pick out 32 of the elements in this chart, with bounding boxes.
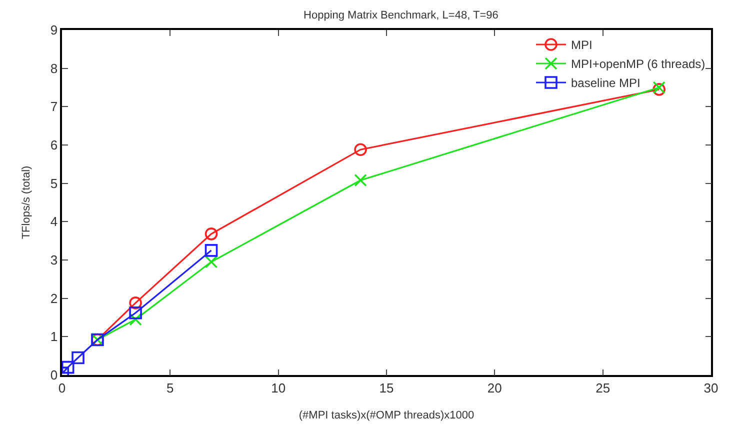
y-axis-title: TFlops/s (total) (20, 166, 32, 240)
point (204, 228, 218, 240)
x-tick-label: 15 (379, 380, 394, 396)
legend-label: baseline MPI (571, 76, 640, 90)
x-tick-label: 5 (166, 380, 174, 396)
point (72, 351, 84, 364)
y-tick-label: 9 (50, 22, 58, 38)
y-tick-label: 3 (50, 252, 58, 268)
x-tick-label: 10 (271, 380, 286, 396)
y-tick-label: 2 (50, 290, 58, 306)
point (354, 143, 367, 156)
x-tick-label: 20 (487, 380, 502, 396)
point (204, 256, 218, 268)
y-tick-label: 0 (50, 368, 58, 383)
y-tick-label: 4 (50, 214, 58, 230)
point (129, 296, 142, 310)
point (129, 306, 142, 320)
x-tick-label: 25 (596, 380, 610, 396)
x-tick-label: 30 (704, 380, 718, 396)
point (62, 360, 74, 374)
x-axis-title: (#MPI tasks)x(#OMP threads)x1000 (298, 410, 474, 422)
y-tick-label: 5 (50, 176, 58, 191)
point (129, 313, 142, 326)
y-tick-label: 7 (50, 99, 58, 114)
point (354, 174, 367, 187)
legend-label: MPI (571, 38, 592, 52)
y-tick-label: 6 (50, 138, 58, 153)
legend-label: MPI+openMP (6 threads) (571, 57, 706, 72)
chart-title: Hopping Matrix Benchmark, L=48, T=96 (304, 9, 498, 22)
y-tick-label: 8 (50, 60, 58, 76)
y-tick-label: 1 (50, 329, 58, 344)
point (204, 244, 218, 257)
